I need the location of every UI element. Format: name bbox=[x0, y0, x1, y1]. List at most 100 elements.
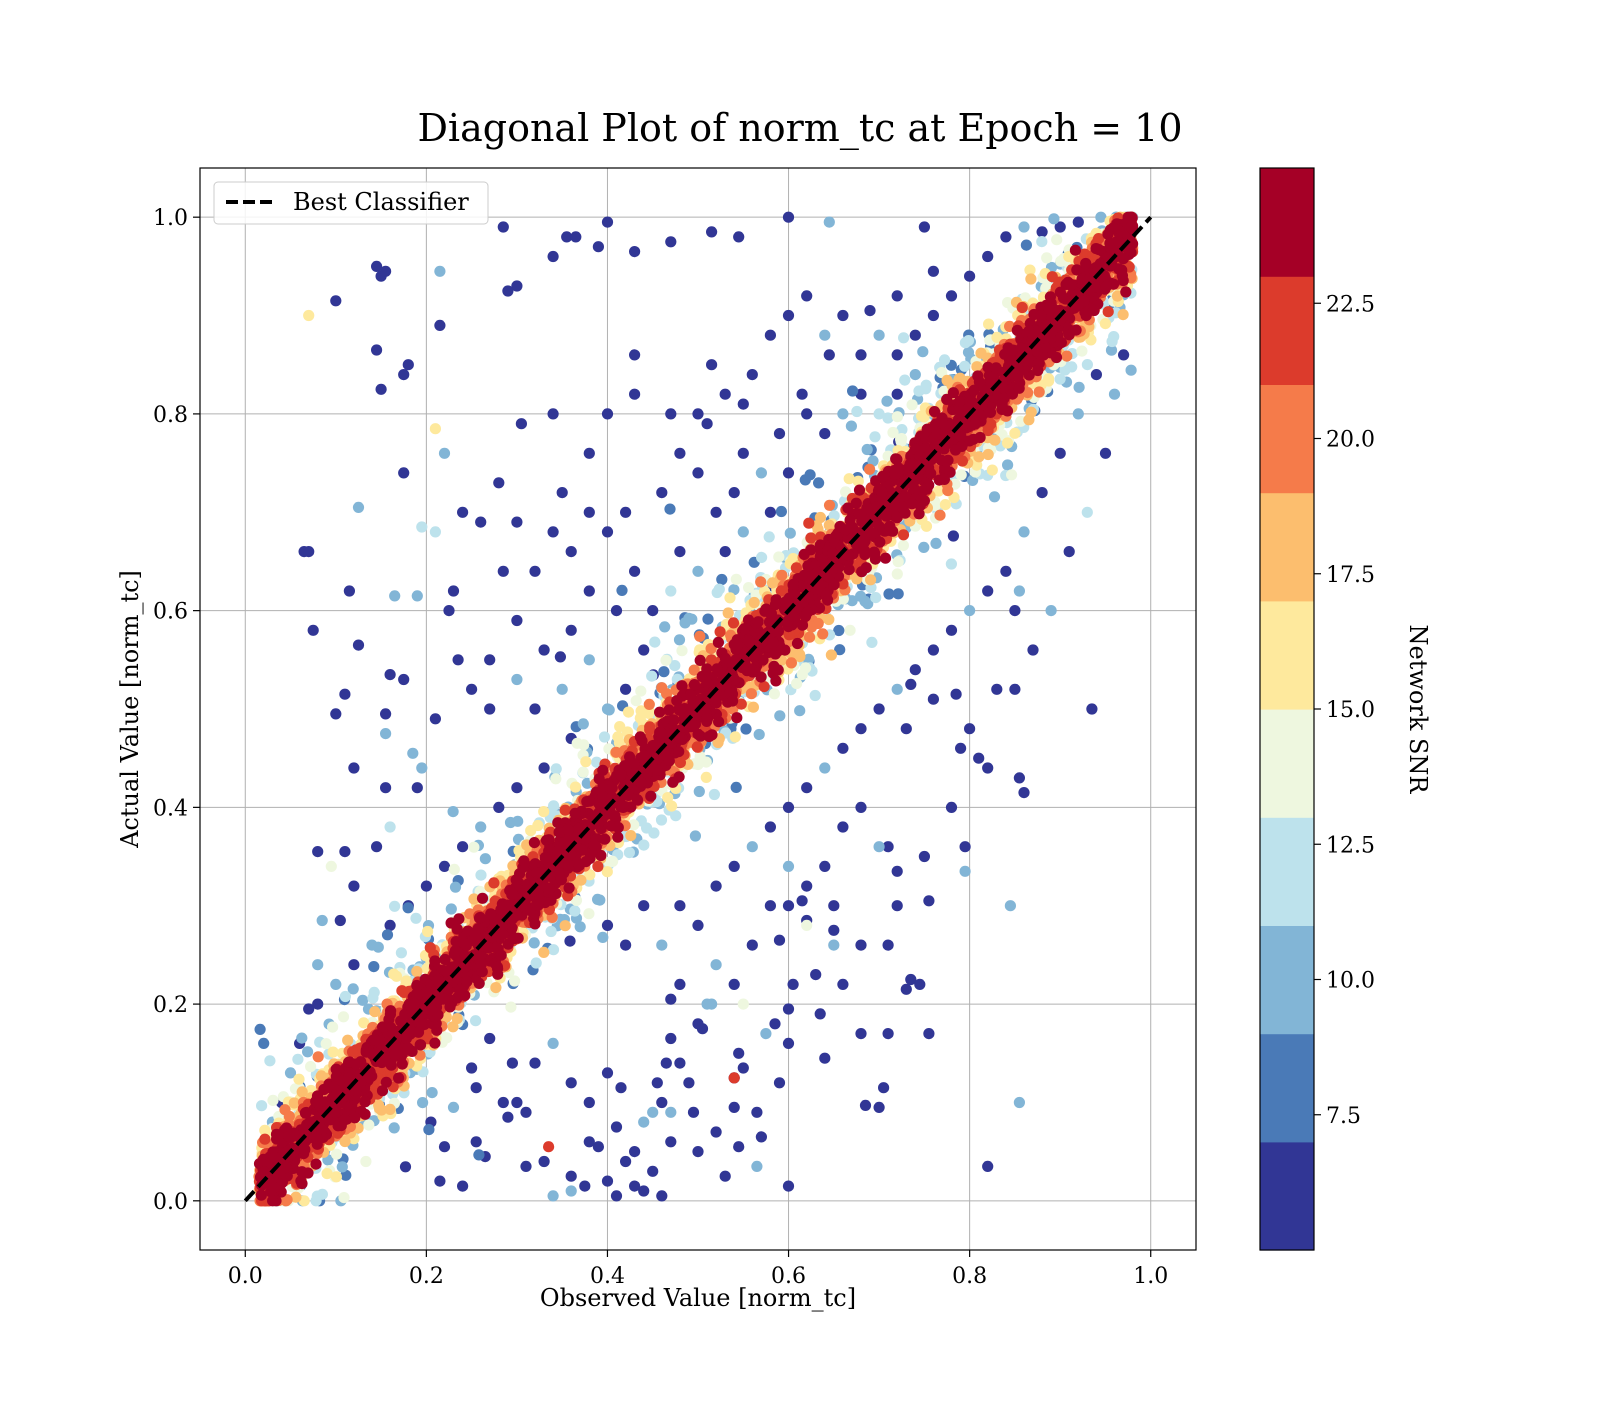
scatter-point bbox=[1118, 349, 1129, 360]
scatter-point bbox=[566, 1077, 577, 1088]
scatter-point bbox=[783, 900, 794, 911]
scatter-point bbox=[1046, 605, 1057, 616]
scatter-point bbox=[647, 1166, 658, 1177]
scatter-point bbox=[1064, 546, 1075, 557]
scatter-point bbox=[529, 566, 540, 577]
scatter-point bbox=[674, 448, 685, 459]
scatter-point bbox=[983, 319, 994, 330]
scatter-point bbox=[760, 1028, 771, 1039]
scatter-point bbox=[638, 644, 649, 655]
scatter-point bbox=[457, 841, 468, 852]
scatter-point bbox=[638, 900, 649, 911]
scatter-point bbox=[874, 703, 885, 714]
scatter-point bbox=[457, 1181, 468, 1192]
scatter-point bbox=[819, 762, 830, 773]
scatter-point bbox=[584, 448, 595, 459]
scatter-point bbox=[400, 1161, 411, 1172]
scatter-point bbox=[720, 389, 731, 400]
scatter-point bbox=[665, 1136, 676, 1147]
scatter-point bbox=[578, 767, 589, 778]
scatter-point bbox=[870, 592, 881, 603]
scatter-point bbox=[602, 526, 613, 537]
scatter-point bbox=[647, 605, 658, 616]
scatter-point bbox=[548, 251, 559, 262]
scatter-point bbox=[502, 285, 513, 296]
scatter-point bbox=[883, 588, 894, 599]
scatter-point bbox=[264, 1055, 275, 1066]
scatter-point bbox=[430, 713, 441, 724]
scatter-point bbox=[648, 827, 659, 838]
scatter-point bbox=[855, 349, 866, 360]
scatter-point bbox=[883, 940, 894, 951]
scatter-point bbox=[788, 979, 799, 990]
scatter-point bbox=[538, 947, 549, 958]
scatter-point bbox=[412, 782, 423, 793]
scatter-point bbox=[665, 585, 676, 596]
scatter-point bbox=[942, 375, 953, 386]
scatter-point bbox=[659, 621, 670, 632]
scatter-point bbox=[960, 337, 971, 348]
scatter-point bbox=[468, 842, 479, 853]
scatter-point bbox=[683, 1077, 694, 1088]
scatter-point bbox=[692, 1018, 703, 1029]
scatter-point bbox=[529, 703, 540, 714]
scatter-point bbox=[312, 999, 323, 1010]
scatter-point bbox=[709, 789, 720, 800]
scatter-point bbox=[602, 920, 613, 931]
scatter-point bbox=[1014, 772, 1025, 783]
scatter-point bbox=[765, 330, 776, 341]
scatter-point bbox=[665, 994, 676, 1005]
scatter-point bbox=[819, 330, 830, 341]
scatter-point bbox=[801, 782, 812, 793]
scatter-point bbox=[578, 739, 589, 750]
scatter-point bbox=[918, 542, 929, 553]
scatter-point bbox=[828, 940, 839, 951]
scatter-point bbox=[916, 410, 927, 421]
scatter-point bbox=[665, 236, 676, 247]
scatter-point bbox=[525, 825, 536, 836]
scatter-point bbox=[955, 743, 966, 754]
scatter-point bbox=[901, 984, 912, 995]
scatter-point bbox=[746, 688, 757, 699]
scatter-point bbox=[296, 1033, 307, 1044]
scatter-point bbox=[1055, 448, 1066, 459]
scatter-point bbox=[749, 597, 760, 608]
scatter-point bbox=[828, 900, 839, 911]
scatter-point bbox=[450, 882, 461, 893]
scatter-point bbox=[959, 361, 970, 372]
scatter-point bbox=[765, 821, 776, 832]
scatter-point bbox=[864, 464, 875, 475]
scatter-point bbox=[928, 644, 939, 655]
scatter-point bbox=[731, 782, 742, 793]
scatter-point bbox=[475, 821, 486, 832]
scatter-point bbox=[692, 1146, 703, 1157]
scatter-point bbox=[312, 959, 323, 970]
scatter-point bbox=[930, 538, 941, 549]
scatter-point bbox=[656, 1097, 667, 1108]
scatter-point bbox=[403, 902, 414, 913]
scatter-point bbox=[564, 936, 575, 947]
scatter-point bbox=[1036, 236, 1047, 247]
scatter-point bbox=[810, 969, 821, 980]
scatter-point bbox=[928, 694, 939, 705]
scatter-point bbox=[555, 651, 566, 662]
scatter-point bbox=[602, 217, 613, 228]
scatter-point bbox=[674, 900, 685, 911]
scatter-point bbox=[783, 1003, 794, 1014]
scatter-point bbox=[740, 723, 751, 734]
scatter-point bbox=[546, 926, 557, 937]
scatter-point bbox=[692, 408, 703, 419]
scatter-point bbox=[910, 330, 921, 341]
scatter-point bbox=[566, 546, 577, 557]
scatter-point bbox=[389, 590, 400, 601]
scatter-point bbox=[411, 966, 422, 977]
scatter-point bbox=[769, 688, 780, 699]
scatter-point bbox=[439, 1141, 450, 1152]
scatter-point bbox=[711, 881, 722, 892]
scatter-point bbox=[647, 1107, 658, 1118]
scatter-point bbox=[892, 389, 903, 400]
scatter-point bbox=[389, 901, 400, 912]
scatter-point bbox=[1002, 459, 1013, 470]
scatter-point bbox=[1021, 240, 1032, 251]
scatter-point bbox=[747, 369, 758, 380]
